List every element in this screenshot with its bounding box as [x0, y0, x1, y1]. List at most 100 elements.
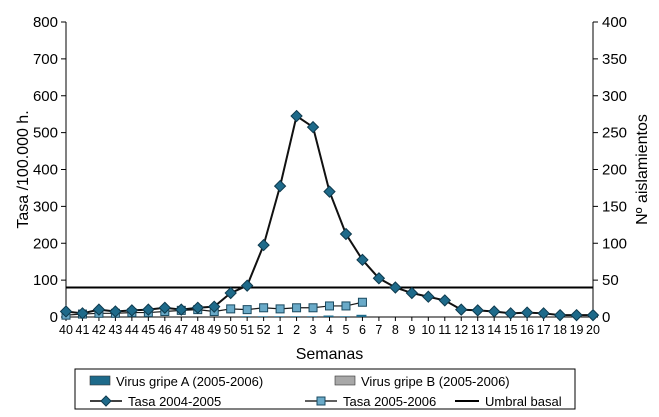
y-tick-label-right: 300 — [602, 88, 627, 105]
point-tasa-2004-2005 — [356, 253, 369, 267]
x-axis-title: Semanas — [296, 346, 364, 363]
x-tick-label: 48 — [191, 323, 205, 337]
y-tick-label-left: 600 — [33, 88, 58, 105]
y-tick-label-right: 250 — [602, 125, 627, 142]
x-tick-label: 4 — [326, 323, 333, 337]
x-tick-label: 6 — [359, 323, 366, 337]
point-tasa-2004-2005 — [422, 290, 435, 303]
x-tick-label: 46 — [158, 323, 172, 337]
x-tick-label: 40 — [59, 323, 73, 337]
x-tick-label: 2 — [293, 323, 300, 337]
y-tick-label-left: 100 — [33, 272, 58, 289]
point-tasa-2004-2005 — [487, 305, 501, 318]
y-tick-label-left: 400 — [33, 162, 58, 179]
x-tick-label: 1 — [277, 323, 284, 337]
x-tick-label: 44 — [125, 323, 139, 337]
bar-gripe-a — [241, 316, 252, 317]
bar-gripe-a — [356, 314, 367, 317]
x-tick-label: 14 — [487, 323, 501, 337]
point-tasa-2005-2006 — [259, 303, 269, 313]
x-tick-label: 3 — [310, 323, 317, 337]
point-tasa-2004-2005 — [224, 286, 237, 300]
point-tasa-2005-2006 — [226, 304, 236, 314]
y-tick-label-right: 400 — [602, 14, 627, 31]
point-tasa-2004-2005 — [109, 305, 122, 318]
series-line-tasa-2004-2005 — [65, 114, 593, 317]
point-tasa-2004-2005 — [372, 272, 386, 285]
legend-label: Virus gripe B (2005-2006) — [361, 374, 510, 389]
point-tasa-2004-2005 — [290, 109, 303, 123]
point-tasa-2004-2005 — [273, 179, 287, 193]
x-tick-label: 16 — [520, 323, 534, 337]
legend-label: Umbral basal — [485, 394, 562, 409]
point-tasa-2004-2005 — [520, 306, 534, 319]
y-tick-label-left: 500 — [33, 125, 58, 142]
point-tasa-2005-2006 — [308, 303, 318, 313]
x-tick-label: 49 — [207, 323, 221, 337]
point-tasa-2004-2005 — [570, 308, 583, 322]
y-axis-title-left: Tasa /100.000 h. — [15, 110, 32, 228]
x-tick-label: 5 — [342, 323, 349, 337]
point-tasa-2004-2005 — [389, 281, 402, 294]
bar-gripe-a — [339, 316, 350, 317]
x-tick-label: 42 — [92, 323, 106, 337]
x-tick-label: 20 — [586, 323, 600, 337]
x-tick-label: 45 — [141, 323, 155, 337]
x-tick-label: 51 — [240, 323, 254, 337]
x-tick-label: 10 — [421, 323, 435, 337]
point-tasa-2005-2006 — [325, 301, 334, 311]
bar-gripe-a — [274, 316, 285, 317]
x-tick-label: 50 — [224, 323, 238, 337]
legend-swatch — [89, 375, 111, 386]
legend-label: Virus gripe A (2005-2006) — [116, 374, 263, 389]
legend-marker — [316, 396, 326, 406]
y-tick-label-right: 150 — [602, 198, 627, 215]
point-tasa-2004-2005 — [471, 304, 484, 317]
y-tick-label-right: 100 — [602, 235, 627, 252]
legend-label: Tasa 2005-2006 — [343, 394, 436, 409]
y-axis-title-right: Nº aislamientos — [634, 114, 651, 225]
x-tick-label: 17 — [537, 323, 551, 337]
point-tasa-2004-2005 — [586, 308, 600, 322]
legend-marker — [100, 395, 112, 407]
point-tasa-2004-2005 — [339, 227, 353, 241]
point-tasa-2004-2005 — [257, 238, 270, 252]
point-tasa-2004-2005 — [240, 279, 254, 292]
point-tasa-2004-2005 — [438, 294, 451, 307]
y-tick-label-left: 700 — [33, 51, 58, 68]
point-tasa-2005-2006 — [292, 303, 302, 313]
point-tasa-2005-2006 — [341, 301, 351, 311]
y-tick-label-left: 200 — [33, 235, 58, 252]
y-tick-label-right: 50 — [602, 272, 619, 289]
point-tasa-2004-2005 — [455, 303, 468, 316]
point-tasa-2004-2005 — [175, 303, 188, 316]
legend-swatch — [334, 375, 356, 386]
y-tick-label-right: 0 — [602, 309, 610, 326]
point-tasa-2005-2006 — [242, 305, 252, 315]
point-tasa-2004-2005 — [76, 307, 89, 320]
bar-gripe-a — [257, 316, 268, 317]
point-tasa-2004-2005 — [537, 307, 550, 320]
x-tick-label: 52 — [257, 323, 271, 337]
point-tasa-2004-2005 — [59, 305, 73, 318]
point-tasa-2004-2005 — [158, 301, 172, 314]
point-tasa-2004-2005 — [553, 308, 567, 322]
x-tick-label: 13 — [471, 323, 485, 337]
point-tasa-2004-2005 — [208, 300, 221, 313]
y-tick-label-right: 350 — [602, 51, 627, 68]
bar-gripe-a — [307, 316, 318, 317]
point-tasa-2004-2005 — [323, 185, 336, 198]
x-tick-label: 9 — [408, 323, 415, 337]
x-tick-label: 11 — [438, 323, 451, 337]
y-tick-label-left: 300 — [33, 198, 58, 215]
x-tick-label: 18 — [553, 323, 567, 337]
bar-gripe-a — [290, 316, 301, 317]
x-tick-label: 41 — [76, 323, 90, 337]
point-tasa-2004-2005 — [125, 304, 139, 317]
y-tick-label-left: 0 — [50, 309, 58, 326]
x-tick-label: 7 — [375, 323, 382, 337]
point-tasa-2004-2005 — [306, 120, 320, 134]
x-tick-label: 15 — [504, 323, 518, 337]
